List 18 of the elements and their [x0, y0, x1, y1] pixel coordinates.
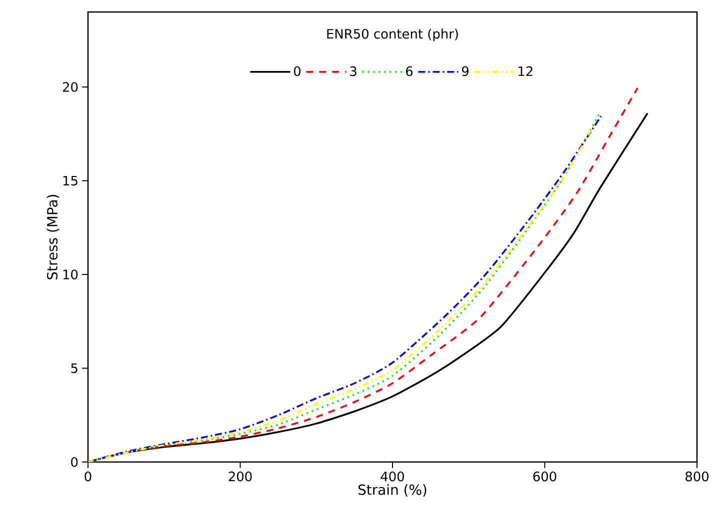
x-tick-label: 800	[686, 472, 708, 482]
y-tick-label: 20	[62, 82, 78, 92]
x-tick-label: 200	[228, 472, 252, 482]
legend-label: 6	[406, 66, 413, 76]
x-tick-label: 0	[84, 472, 92, 482]
legend-label: 12	[518, 66, 532, 76]
y-axis-title: Stress (MPa)	[46, 194, 60, 280]
y-tick-label: 10	[63, 270, 78, 280]
legend-label: 0	[294, 66, 301, 76]
y-tick-label: 15	[63, 176, 78, 186]
x-tick-label: 600	[533, 472, 556, 482]
y-tick-label: 0	[71, 457, 78, 467]
legend-label: 3	[350, 66, 356, 76]
x-axis-title: Strain (%)	[358, 484, 426, 497]
x-tick-label: 400	[380, 472, 404, 482]
legend-title: ENR50 content (phr)	[327, 28, 458, 42]
y-tick-label: 5	[71, 363, 78, 374]
legend-label: 9	[462, 66, 468, 76]
